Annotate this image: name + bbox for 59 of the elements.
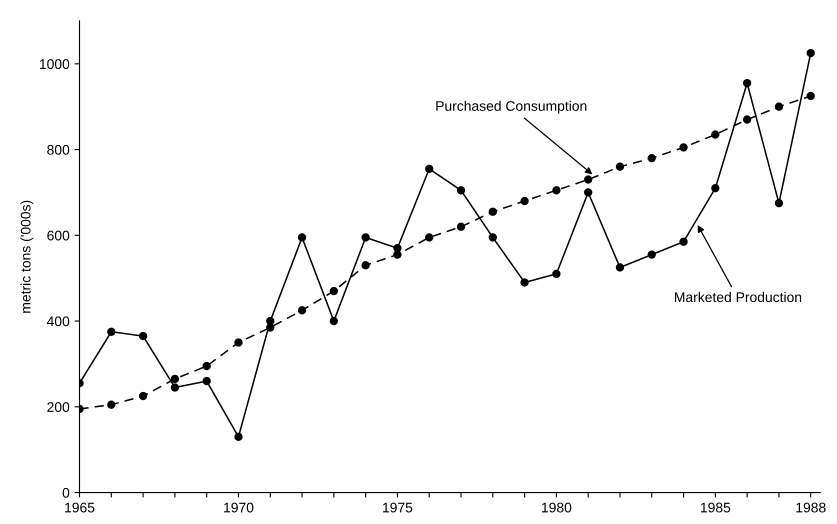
point (456, 222, 466, 231)
y-tick-label: 800 (47, 144, 70, 155)
point (234, 338, 243, 347)
point (679, 238, 688, 246)
point (393, 250, 402, 259)
x-tick-label: 1985 (700, 502, 730, 512)
point (711, 184, 720, 192)
x-tick-label: 1965 (65, 502, 94, 512)
point (330, 316, 338, 326)
point (202, 362, 211, 370)
point (616, 162, 624, 171)
point (520, 278, 529, 287)
point (648, 154, 656, 162)
point (361, 233, 370, 242)
x-tick-label: 1980 (542, 502, 572, 512)
point (107, 400, 116, 409)
point (107, 328, 116, 336)
point (552, 186, 561, 194)
y-tick-label: 0 (62, 488, 70, 498)
point (584, 175, 592, 184)
point (806, 48, 815, 58)
point (742, 78, 752, 88)
point (584, 188, 592, 197)
point (266, 323, 274, 332)
point (425, 233, 434, 242)
point (488, 233, 497, 242)
point (679, 143, 688, 152)
point (774, 199, 784, 208)
point (138, 392, 148, 400)
point (456, 186, 466, 194)
point (170, 374, 180, 384)
point (138, 332, 148, 340)
y-tick-label: 600 (47, 230, 70, 240)
x-tick-label: 1975 (383, 502, 412, 512)
point (774, 102, 784, 111)
point (298, 306, 306, 315)
point (806, 92, 815, 100)
y-tick-label: 400 (46, 316, 70, 326)
point (648, 250, 656, 259)
x-tick-label: 1988 (796, 502, 826, 512)
point (361, 261, 370, 270)
x-tick-label: 1970 (224, 502, 254, 512)
point (234, 432, 243, 441)
point (488, 208, 497, 216)
point (170, 383, 180, 392)
annotation: Purchased Consumption (436, 100, 586, 114)
annotation: Marketed Production (675, 292, 802, 302)
point (520, 196, 529, 206)
point (330, 286, 338, 296)
y-axis-title: metric tons ('000s) (20, 200, 34, 313)
point (616, 263, 624, 272)
point (742, 115, 752, 124)
point (711, 130, 720, 139)
y-tick-label: 1000 (40, 59, 70, 69)
point (552, 270, 561, 278)
y-tick-label: 200 (47, 402, 70, 412)
point (202, 376, 211, 386)
point (425, 164, 434, 174)
point (298, 233, 306, 242)
